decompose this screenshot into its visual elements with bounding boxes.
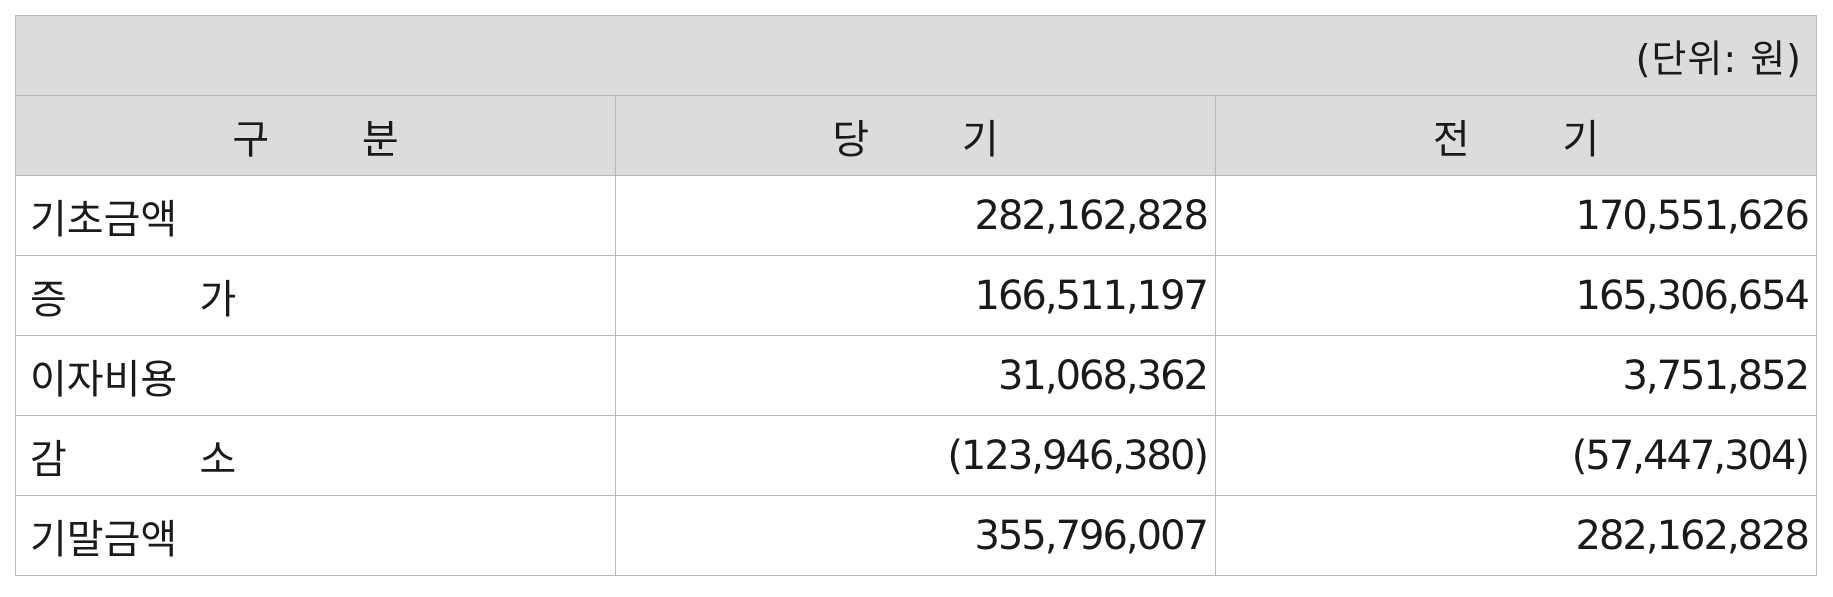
prior-value: (57,447,304) [1214, 415, 1818, 496]
current-value: 355,796,007 [615, 495, 1216, 576]
financial-table-container: (단위: 원) 구 분 당 기 전 기 기초금액 282,162,828 170… [14, 15, 1818, 576]
prior-value: 282,162,828 [1214, 495, 1818, 576]
table-row: 기말금액 355,796,007 282,162,828 [15, 495, 1818, 576]
column-header-category: 구 분 [15, 95, 616, 176]
row-label: 기말금액 [15, 495, 616, 576]
column-header-current: 당 기 [615, 95, 1216, 176]
prior-value: 3,751,852 [1214, 335, 1818, 416]
row-label: 이자비용 [15, 335, 616, 416]
row-label: 감 소 [15, 415, 616, 496]
table-row: 증 가 166,511,197 165,306,654 [15, 255, 1818, 336]
table-row: 감 소 (123,946,380) (57,447,304) [15, 415, 1818, 496]
unit-label: (단위: 원) [14, 15, 1818, 96]
current-value: (123,946,380) [615, 415, 1216, 496]
table-row: 기초금액 282,162,828 170,551,626 [15, 175, 1818, 256]
financial-table: (단위: 원) 구 분 당 기 전 기 기초금액 282,162,828 170… [14, 15, 1818, 576]
current-value: 282,162,828 [615, 175, 1216, 256]
current-value: 166,511,197 [615, 255, 1216, 336]
row-label: 증 가 [15, 255, 616, 336]
unit-row: (단위: 원) [14, 15, 1818, 96]
column-header-prior: 전 기 [1214, 95, 1818, 176]
table-row: 이자비용 31,068,362 3,751,852 [15, 335, 1818, 416]
header-row: 구 분 당 기 전 기 [15, 95, 1818, 176]
current-value: 31,068,362 [615, 335, 1216, 416]
row-label: 기초금액 [15, 175, 616, 256]
prior-value: 165,306,654 [1214, 255, 1818, 336]
prior-value: 170,551,626 [1214, 175, 1818, 256]
